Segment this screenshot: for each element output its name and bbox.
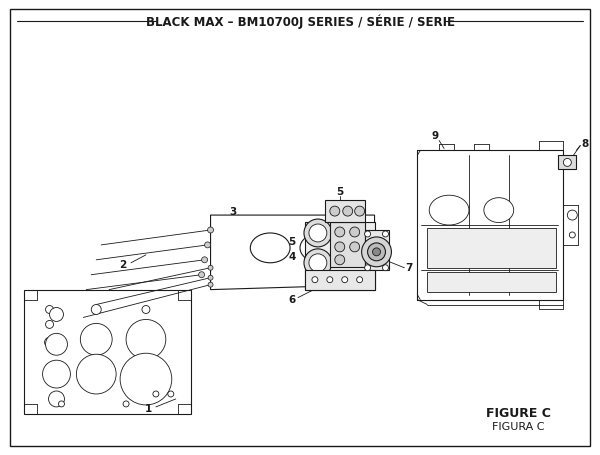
Text: 2: 2: [119, 260, 127, 270]
Circle shape: [153, 391, 159, 397]
Text: FIGURA C: FIGURA C: [493, 422, 545, 432]
Bar: [305, 270, 374, 290]
Polygon shape: [305, 222, 374, 290]
Circle shape: [123, 401, 129, 407]
Circle shape: [304, 249, 332, 277]
Circle shape: [80, 324, 112, 355]
Circle shape: [50, 308, 64, 321]
Circle shape: [168, 391, 174, 397]
Text: 8: 8: [581, 138, 589, 148]
Circle shape: [58, 401, 64, 407]
Circle shape: [46, 320, 53, 329]
Circle shape: [362, 237, 391, 267]
Circle shape: [120, 353, 172, 405]
Circle shape: [350, 227, 359, 237]
Bar: [365, 230, 389, 270]
Circle shape: [568, 210, 577, 220]
Circle shape: [355, 206, 365, 216]
Circle shape: [46, 334, 67, 355]
Text: 1: 1: [145, 404, 152, 414]
Circle shape: [373, 248, 380, 256]
Circle shape: [202, 257, 208, 263]
Circle shape: [208, 227, 214, 233]
Circle shape: [350, 242, 359, 252]
Text: BLACK MAX – BM10700J SERIES / SÉRIE / SERIE: BLACK MAX – BM10700J SERIES / SÉRIE / SE…: [146, 14, 455, 29]
Text: 9: 9: [431, 131, 439, 141]
Circle shape: [330, 206, 340, 216]
Text: FIGURE C: FIGURE C: [486, 407, 551, 420]
Circle shape: [365, 231, 371, 237]
Circle shape: [49, 391, 64, 407]
Circle shape: [208, 265, 213, 270]
Circle shape: [563, 158, 571, 167]
Ellipse shape: [300, 234, 336, 262]
Circle shape: [312, 277, 318, 283]
Circle shape: [205, 242, 211, 248]
Circle shape: [44, 337, 55, 347]
Circle shape: [304, 219, 332, 247]
Circle shape: [365, 265, 371, 271]
Circle shape: [309, 254, 327, 272]
Ellipse shape: [345, 237, 370, 259]
Circle shape: [569, 232, 575, 238]
Circle shape: [309, 224, 327, 242]
Circle shape: [335, 227, 345, 237]
Circle shape: [126, 319, 166, 359]
Bar: [330, 222, 365, 267]
Polygon shape: [427, 228, 556, 268]
Polygon shape: [211, 215, 374, 290]
Bar: [559, 156, 577, 169]
Circle shape: [142, 305, 150, 313]
Circle shape: [382, 265, 388, 271]
Circle shape: [208, 282, 213, 287]
Text: 7: 7: [406, 263, 413, 273]
Text: 6: 6: [289, 294, 296, 304]
Circle shape: [327, 277, 333, 283]
Circle shape: [335, 242, 345, 252]
Text: 5: 5: [336, 187, 343, 197]
Circle shape: [382, 231, 388, 237]
Circle shape: [335, 255, 345, 265]
Text: 4: 4: [289, 252, 296, 262]
Ellipse shape: [250, 233, 290, 263]
Text: 3: 3: [230, 207, 237, 217]
Ellipse shape: [429, 195, 469, 225]
Circle shape: [76, 354, 116, 394]
Circle shape: [199, 272, 205, 278]
Circle shape: [43, 360, 70, 388]
Ellipse shape: [484, 197, 514, 222]
Polygon shape: [23, 290, 191, 414]
Circle shape: [342, 277, 348, 283]
Circle shape: [343, 206, 353, 216]
Circle shape: [46, 305, 53, 313]
Circle shape: [368, 243, 385, 261]
Circle shape: [91, 304, 101, 314]
Circle shape: [208, 275, 213, 280]
Text: 5: 5: [289, 237, 296, 247]
Circle shape: [356, 277, 362, 283]
Polygon shape: [427, 272, 556, 292]
Bar: [325, 200, 365, 222]
